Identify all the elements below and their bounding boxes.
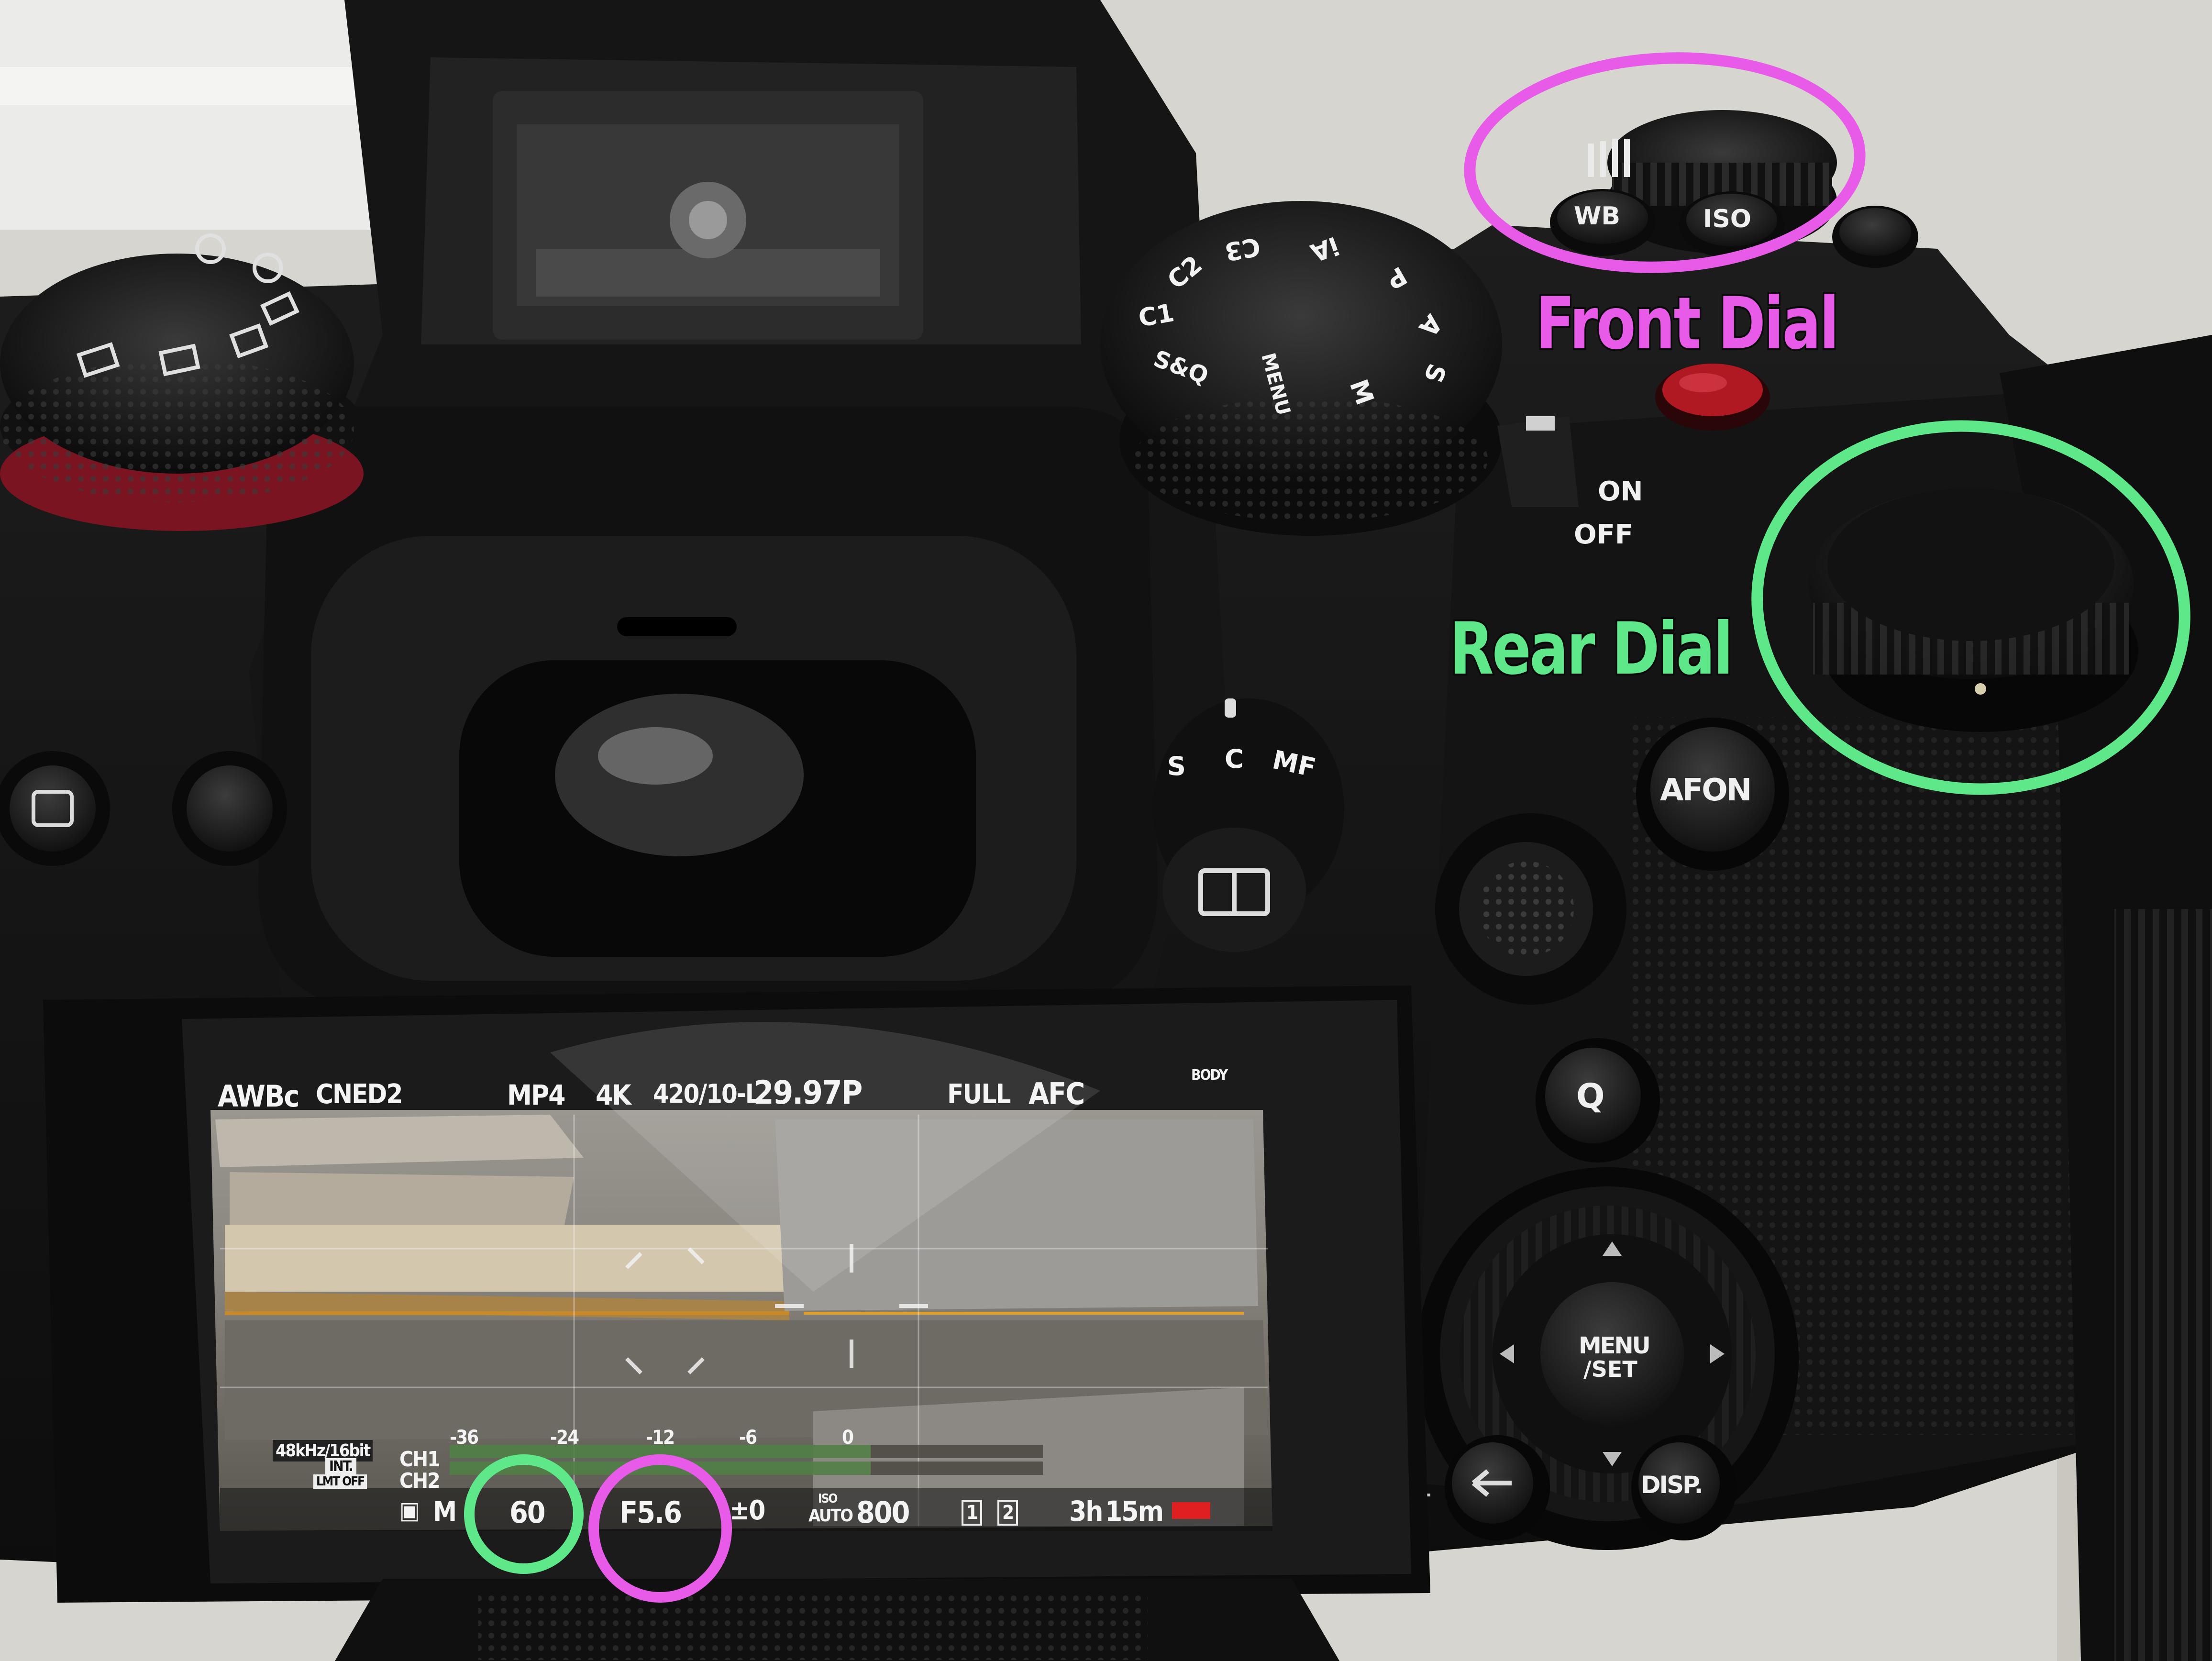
lcd-audio-ch1: CH1 xyxy=(399,1447,441,1472)
power-off-label: OFF xyxy=(1574,519,1634,550)
lcd-af-mode: AFC xyxy=(1029,1076,1085,1111)
wb-button-label: WB xyxy=(1574,202,1620,231)
lcd-sensor-mode: FULL xyxy=(947,1079,1011,1110)
lcd-audio-scale-36: -36 xyxy=(450,1427,479,1449)
lcd-audio-scale-6: -6 xyxy=(739,1427,757,1449)
lcd-audio-format: 48kHz/16bit xyxy=(273,1440,373,1462)
disp-button-label: DISP. xyxy=(1641,1471,1703,1499)
lcd-frame-rate: 29.97P xyxy=(753,1074,863,1112)
power-on-label: ON xyxy=(1598,476,1643,507)
lcd-audio-scale-0: 0 xyxy=(842,1427,854,1449)
lcd-resolution: 4K xyxy=(596,1079,631,1111)
lcd-card-slot-1: 1 xyxy=(962,1500,983,1526)
lcd-sampling: 420/10-L xyxy=(653,1079,760,1109)
focus-lever-s: S xyxy=(1167,751,1186,781)
q-button-label: Q xyxy=(1576,1076,1605,1116)
mode-dial-c1: C1 xyxy=(1136,299,1176,333)
lcd-card-slot-2: 2 xyxy=(997,1500,1018,1526)
lcd-file-format: MP4 xyxy=(507,1079,565,1111)
aperture-highlight-ring xyxy=(588,1454,732,1603)
lcd-iso-value: 800 xyxy=(856,1495,910,1530)
shutter-highlight-ring xyxy=(464,1454,584,1574)
lcd-photo-style: CNED2 xyxy=(316,1079,403,1110)
lcd-iso-mode: AUTO xyxy=(808,1506,853,1526)
iso-button-label: ISO xyxy=(1703,205,1752,233)
front-dial-callout: Front Dial xyxy=(1534,280,1841,367)
lcd-exposure-mode: M xyxy=(433,1496,457,1528)
lcd-audio-ch2: CH2 xyxy=(399,1469,441,1493)
lcd-audio-scale-12: -12 xyxy=(646,1427,675,1449)
set-button-label: /SET xyxy=(1583,1356,1637,1382)
rear-dial-callout: Rear Dial xyxy=(1448,606,1735,693)
lcd-stabilizer: BODY xyxy=(1191,1067,1228,1084)
focus-lever-c: C xyxy=(1225,744,1244,774)
lcd-remaining-minutes: 15m xyxy=(1105,1495,1164,1528)
lcd-audio-scale-24: -24 xyxy=(550,1427,579,1449)
lcd-audio-limiter: LMT OFF xyxy=(313,1474,367,1489)
lcd-white-balance: AWBc xyxy=(218,1079,299,1114)
mode-dial-c3: C3 xyxy=(1222,232,1262,266)
lcd-movie-icon: ▣ xyxy=(399,1496,420,1524)
menu-button-label: MENU xyxy=(1579,1332,1651,1359)
afon-button-label: AFON xyxy=(1660,773,1752,808)
lcd-remaining-hours: 3h xyxy=(1069,1495,1103,1528)
lcd-exposure-comp: ±0 xyxy=(730,1495,765,1526)
lcd-audio-input: INT. xyxy=(325,1458,356,1475)
lcd-iso-label: ISO xyxy=(818,1492,838,1506)
